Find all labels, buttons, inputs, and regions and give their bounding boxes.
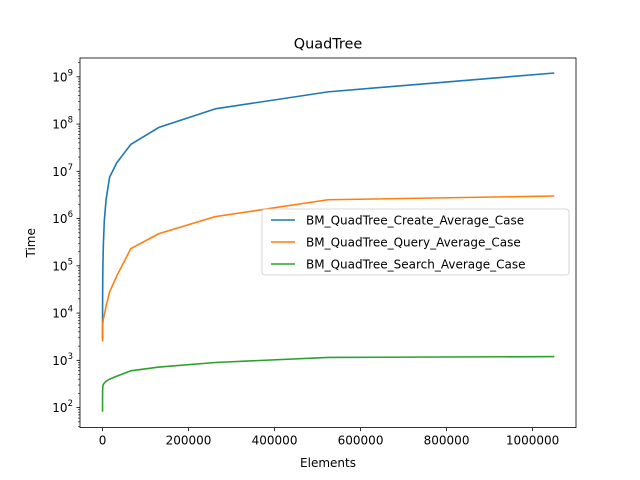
- x-tick-label: 1000000: [506, 434, 559, 448]
- x-tick-label: 200000: [166, 434, 212, 448]
- legend-label-2: BM_QuadTree_Query_Average_Case: [306, 236, 521, 250]
- legend-box: [261, 208, 570, 276]
- legend-label-3: BM_QuadTree_Search_Average_Case: [306, 258, 525, 272]
- x-tick-label: 400000: [252, 434, 298, 448]
- x-tick-label: 0: [99, 434, 107, 448]
- y-axis-ticks: 102 103 104 105 106 107 108 109: [52, 62, 80, 427]
- y-tick-label: 105: [52, 257, 73, 273]
- series-line-3: [101, 355, 555, 412]
- plot-frame: [79, 57, 577, 429]
- y-tick-label: 106: [52, 210, 73, 226]
- y-tick-label: 107: [52, 163, 73, 179]
- x-axis-label: Elements: [300, 456, 356, 470]
- series-line-2: [101, 195, 555, 342]
- y-axis-label: Time: [24, 228, 38, 258]
- y-tick-label: 108: [52, 116, 73, 132]
- y-tick-label: 103: [52, 352, 73, 368]
- legend-label-1: BM_QuadTree_Create_Average_Case: [306, 214, 524, 228]
- y-tick-label: 104: [52, 305, 73, 321]
- x-tick-label: 800000: [424, 434, 470, 448]
- y-tick-label: 102: [52, 399, 73, 415]
- x-axis-ticks: 0 200000 400000 600000 800000 1000000: [99, 427, 559, 448]
- series-line-1: [101, 72, 555, 339]
- x-tick-label: 600000: [338, 434, 384, 448]
- y-tick-label: 109: [52, 68, 73, 84]
- chart-title: QuadTree: [294, 37, 363, 53]
- series-layer: [101, 72, 555, 412]
- legend: BM_QuadTree_Create_Average_Case BM_QuadTr…: [261, 208, 570, 276]
